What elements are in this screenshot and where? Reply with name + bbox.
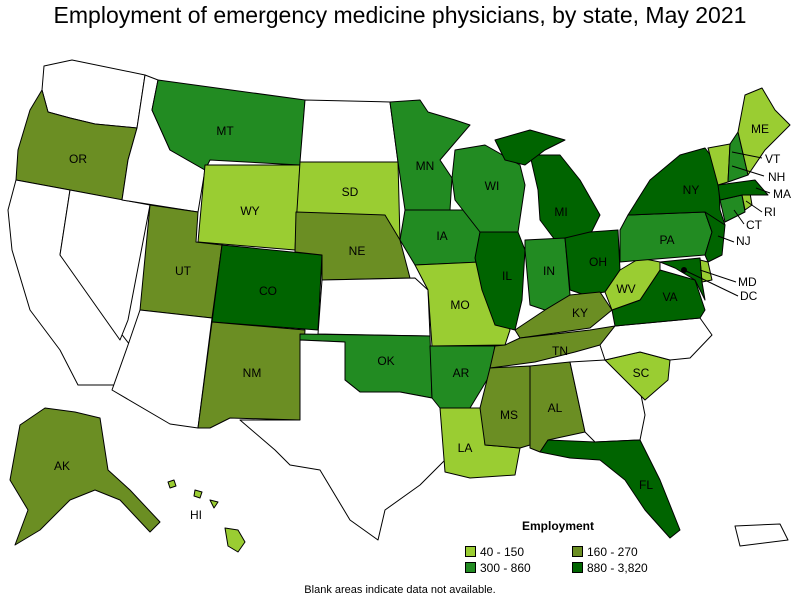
state-labels: OR MT WY UT CO NM SD NE OK MN IA MO AR L… (54, 122, 791, 522)
label-SC: SC (633, 366, 650, 380)
label-OK: OK (377, 354, 394, 368)
state-ND[interactable] (299, 99, 399, 163)
legend-swatch-1 (465, 546, 476, 557)
legend-item-2: 160 - 270 (572, 546, 638, 559)
label-AL: AL (548, 401, 563, 415)
label-VT: VT (765, 152, 781, 166)
state-TN[interactable] (489, 325, 616, 369)
label-MN: MN (416, 159, 435, 173)
state-MI[interactable] (529, 154, 601, 241)
state-ME[interactable] (737, 87, 791, 176)
label-DC: DC (740, 289, 758, 303)
dc-marker (681, 267, 687, 273)
label-VA: VA (662, 290, 677, 304)
label-CO: CO (259, 284, 277, 298)
label-MD: MD (738, 275, 757, 289)
label-SD: SD (342, 185, 359, 199)
label-IA: IA (436, 229, 447, 243)
legend-item-3: 300 - 860 (465, 562, 531, 575)
label-MS: MS (500, 408, 518, 422)
label-WI: WI (485, 179, 500, 193)
label-ME: ME (751, 122, 769, 136)
state-TX[interactable] (239, 339, 446, 541)
state-FL[interactable] (539, 439, 681, 539)
label-IN: IN (543, 264, 555, 278)
label-AK: AK (54, 459, 70, 473)
state-MS[interactable] (479, 365, 531, 449)
label-AR: AR (453, 366, 470, 380)
state-KS[interactable] (317, 277, 431, 337)
state-MI-UP[interactable] (494, 129, 566, 166)
label-RI: RI (764, 205, 776, 219)
label-MO: MO (450, 298, 469, 312)
state-NM[interactable] (197, 321, 306, 429)
state-MN[interactable] (389, 99, 471, 211)
legend-swatch-3 (465, 562, 476, 573)
label-NH: NH (768, 170, 785, 184)
state-MA[interactable] (717, 179, 769, 201)
label-CT: CT (746, 218, 763, 232)
legend-swatch-2 (572, 546, 583, 557)
label-WV: WV (616, 282, 635, 296)
label-MT: MT (216, 124, 234, 138)
legend-swatch-4 (572, 562, 583, 573)
state-AK[interactable] (9, 407, 161, 546)
label-IL: IL (502, 269, 512, 283)
label-LA: LA (458, 441, 473, 455)
legend-label-2: 160 - 270 (587, 545, 638, 559)
state-WV[interactable] (604, 257, 661, 311)
legend-label-4: 880 - 3,820 (587, 561, 648, 575)
label-NJ: NJ (736, 234, 751, 248)
label-MI: MI (554, 205, 567, 219)
footnote: Blank areas indicate data not available. (304, 584, 496, 596)
label-OR: OR (69, 152, 87, 166)
legend-title: Employment (522, 519, 595, 533)
label-OH: OH (589, 255, 607, 269)
state-AZ[interactable] (111, 309, 213, 429)
label-MA: MA (773, 187, 791, 201)
legend-label-3: 300 - 860 (480, 561, 531, 575)
label-FL: FL (639, 478, 653, 492)
label-NY: NY (683, 183, 700, 197)
label-TN: TN (552, 344, 568, 358)
territory-PR[interactable] (734, 523, 789, 547)
legend-item-1: 40 - 150 (465, 546, 524, 559)
label-NE: NE (349, 244, 366, 258)
label-PA: PA (659, 233, 674, 247)
legend-item-4: 880 - 3,820 (572, 562, 648, 575)
label-HI: HI (190, 508, 202, 522)
label-UT: UT (175, 264, 192, 278)
label-NM: NM (243, 366, 262, 380)
label-leader-lines (683, 151, 771, 297)
state-HI[interactable] (167, 479, 246, 553)
label-WY: WY (240, 204, 259, 218)
state-MD[interactable] (659, 257, 706, 301)
label-KY: KY (572, 306, 588, 320)
map-title: Employment of emergency medicine physici… (53, 2, 747, 28)
legend-label-1: 40 - 150 (480, 545, 525, 559)
